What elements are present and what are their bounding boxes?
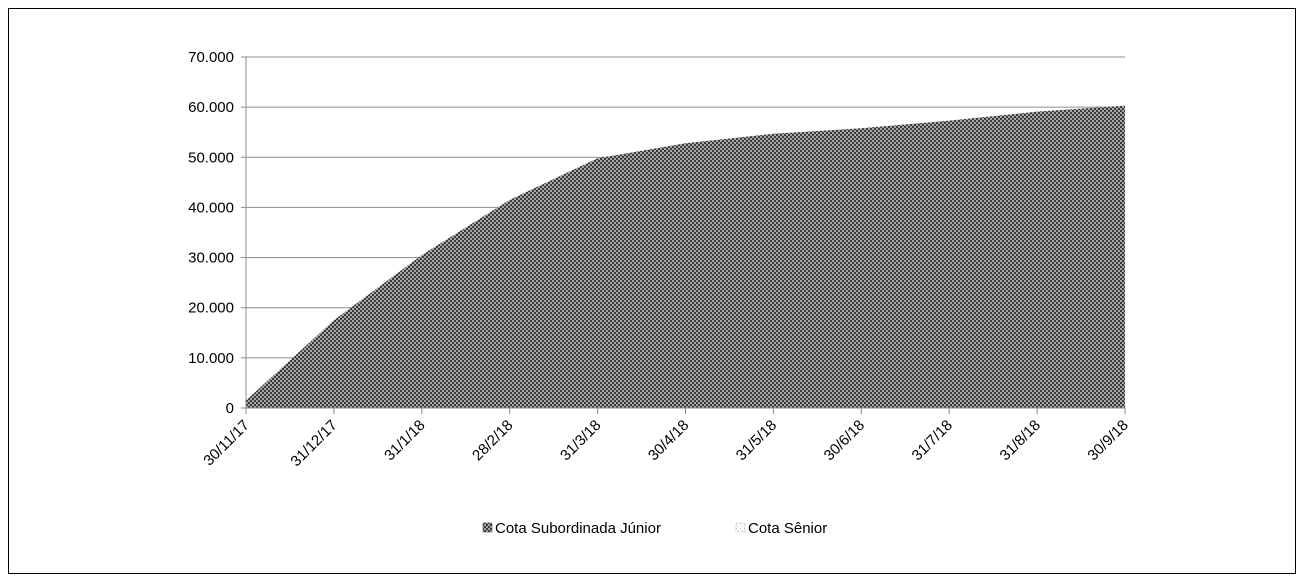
x-tick-label: 31/5/18 <box>733 417 780 464</box>
legend-label: Cota Sênior <box>748 520 827 537</box>
axes <box>241 56 1126 414</box>
x-tick-label: 31/12/17 <box>287 417 340 470</box>
x-tick-label: 31/3/18 <box>557 417 604 464</box>
legend-swatch <box>735 522 746 533</box>
x-tick-label: 31/8/18 <box>997 417 1044 464</box>
x-tick-label: 30/6/18 <box>821 417 868 464</box>
legend-swatch <box>482 522 493 533</box>
area-cota-subordinada-junior <box>246 105 1125 408</box>
y-tick-label: 50.000 <box>188 149 234 166</box>
y-tick-label: 30.000 <box>188 250 234 267</box>
legend-label: Cota Subordinada Júnior <box>495 520 661 537</box>
y-tick-label: 70.000 <box>188 49 234 66</box>
x-tick-labels: 30/11/17 31/12/17 31/1/18 28/2/18 31/3/18 30/… <box>200 417 1132 470</box>
x-tick-label: 28/2/18 <box>469 417 516 464</box>
x-tick-label: 30/4/18 <box>645 417 692 464</box>
x-tick-label: 30/11/17 <box>200 417 253 470</box>
series-areas <box>246 105 1125 408</box>
y-tick-labels: 0 10.000 20.000 30.000 40.000 50.000 60.000 70.… <box>188 49 234 417</box>
x-tick-label: 30/9/18 <box>1084 417 1131 464</box>
y-tick-label: 10.000 <box>188 350 234 367</box>
y-tick-label: 20.000 <box>188 300 234 317</box>
y-tick-label: 60.000 <box>188 99 234 116</box>
x-tick-label: 31/1/18 <box>381 417 428 464</box>
x-tick-label: 31/7/18 <box>909 417 956 464</box>
y-tick-label: 0 <box>226 400 234 417</box>
y-tick-label: 40.000 <box>188 199 234 216</box>
legend: Cota Subordinada Júnior Cota Sênior <box>482 520 827 537</box>
